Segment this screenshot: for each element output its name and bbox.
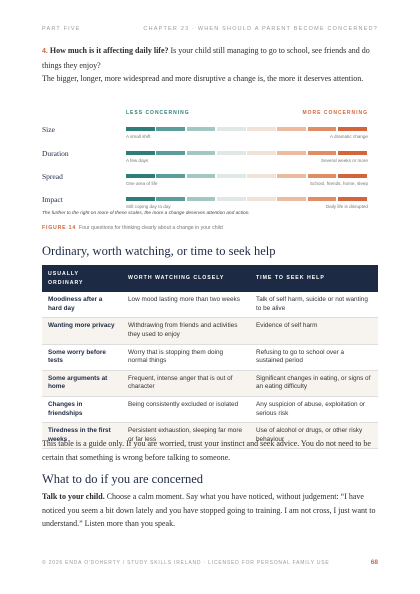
scale-segment [156,197,185,201]
scale-segment [307,127,337,131]
scale-segment [186,151,216,155]
scale-segment [156,151,185,155]
table-cell: Withdrawing from friends and activities … [122,317,250,345]
scale-high: A dramatic change [329,134,368,139]
scale-segment [307,151,337,155]
item-number: 4. [42,48,48,55]
table-note: This table is a guide only. If you are w… [42,439,371,462]
scale-row-label: Spread [42,172,63,181]
column-header: USUALLY ORDINARY [42,265,122,293]
scale-row-label: Size [42,125,55,134]
section-heading: What to do if you are concerned [42,472,204,486]
scale-high: School, friends, home, sleep [310,181,368,186]
scale-bar: Still coping day to day Daily life is dis… [126,197,368,211]
table-row: Moodiness after a hard day Low mood lasti… [42,292,378,319]
scale-segment [247,197,276,201]
table-cell: Refusing to go to school over a sustaine… [250,344,378,371]
table-row: Changes in friendships Being consistently… [42,396,378,424]
scale-segment [216,197,246,201]
table-cell: Significant changes in eating, or signs … [250,370,378,397]
figure-caption: FIGURE 14 Four questions for thinking cl… [42,225,223,231]
caption-text: Four questions for thinking clearly abou… [78,225,223,231]
section-paragraph: Talk to your child. Choose a calm moment… [42,490,378,531]
table-row: Some worry before tests Worry that is sto… [42,344,378,371]
item-question: How much is it affecting daily life? [49,46,169,55]
scale-segment [126,127,155,131]
scale-high: Several weeks or more [321,158,368,163]
table-cell: Frequent, intense anger that is out of c… [122,370,250,397]
scale-segment [156,127,185,131]
table-cell: Worry that is stopping them doing normal… [122,344,250,371]
table-cell: Changes in friendships [42,396,122,424]
scale-segment [247,127,276,131]
scale-segment [126,151,155,155]
scale-segment [277,151,306,155]
scale-row-label: Duration [42,149,69,158]
table-cell: Some arguments at home [42,370,122,397]
page-number: 68 [370,559,378,566]
scale-segment [126,197,155,201]
scale-segment [277,127,306,131]
table-cell: Tiredness in the first weeks [42,422,122,450]
scale-segment [247,174,276,178]
table-row: Tiredness in the first weeks Persistent e… [42,422,378,450]
table-cell: Being consistently excluded or isolated [122,396,250,424]
item-text: Is your child still managing to go to sc… [42,46,370,70]
scale-segment [307,174,337,178]
scale-low: A few days [126,158,149,163]
table-cell: Persistent exhaustion, sleeping far more… [122,422,250,450]
column-header: WORTH WATCHING CLOSELY [122,265,250,293]
figure-note: The further to the right on more of thes… [42,211,250,216]
intro: The bigger, longer, more widespread and … [42,74,364,83]
scale-segment [337,127,367,131]
scale-segment [216,127,246,131]
scale-segment [307,197,337,201]
figure-label: FIGURE 14 [42,225,77,231]
scale-high: Daily life is disrupted [325,204,368,209]
scale-segment [337,151,367,155]
scale-row-label: Impact [42,195,63,204]
table-cell: Evidence of self harm [250,317,378,345]
scale-bar: A few days Several weeks or more [126,151,368,165]
guide-table: USUALLY ORDINARY WORTH WATCHING CLOSELY TI… [42,265,378,450]
column-header: TIME TO SEEK HELP [250,265,378,293]
table-cell: Any suspicion of abuse, exploitation or … [250,396,378,424]
table-cell: Wanting more privacy [42,317,122,345]
table-cell: Use of alcohol or drugs, or other risky … [250,422,378,450]
scale-low: A small shift [126,134,151,139]
scale-segment [216,151,246,155]
running-head-right: CHAPTER 23 · WHEN SHOULD A PARENT BECOME… [143,26,378,32]
table-row: Some arguments at home Frequent, intense … [42,370,378,397]
scale-segment [126,174,155,178]
scale-segment [337,197,367,201]
running-head-left: PART FIVE [42,26,81,32]
question-item: 4. How much is it affecting daily life? … [42,44,378,72]
scale-bar: A small shift A dramatic change [126,127,368,141]
scale-segment [247,151,276,155]
scale-low: Still coping day to day [126,204,171,209]
scale-bar: One area of life School, friends, home, s… [126,174,368,188]
scale-segment [186,174,216,178]
table-cell: Talk of self harm, suicide or not wantin… [250,292,378,319]
table-cell: Moodiness after a hard day [42,292,122,319]
scale-segment [186,197,216,201]
scale-segment [277,174,306,178]
scale-segment [277,197,306,201]
section-heading: Ordinary, worth watching, or time to see… [42,244,276,258]
paragraph-text: Choose a calm moment. Say what you have … [42,492,376,528]
lead: Talk to your child. [42,492,105,501]
scale-segment [216,174,246,178]
table-cell: Low mood lasting more than two weeks [122,292,250,319]
footer-text: © 2026 ENDA O'DOHERTY / STUDY SKILLS IRE… [42,560,330,566]
scale-segment [186,127,216,131]
scale-segment [337,174,367,178]
scale-segment [156,174,185,178]
more-label: MORE CONCERNING [302,110,368,116]
less-label: LESS CONCERNING [126,110,190,116]
table-cell: Some worry before tests [42,344,122,371]
scale-low: One area of life [126,181,158,186]
table-row: Wanting more privacy Withdrawing from fri… [42,317,378,345]
